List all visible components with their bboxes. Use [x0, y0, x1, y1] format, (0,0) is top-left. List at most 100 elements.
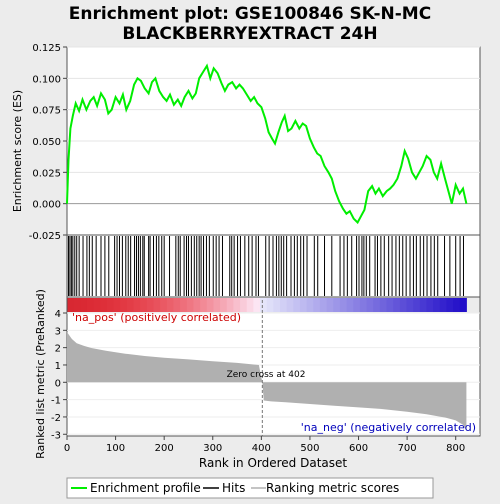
color-bar-segment	[266, 298, 274, 312]
color-bar-segment	[386, 298, 394, 312]
ranking-metric-area	[67, 332, 467, 431]
color-bar-segment	[413, 298, 421, 312]
color-bar-segment	[213, 298, 221, 312]
x-axis-label: Rank in Ordered Dataset	[199, 456, 347, 470]
color-bar-segment	[366, 298, 374, 312]
x-tick-label: 800	[446, 443, 465, 454]
color-bar-segment	[426, 298, 434, 312]
metric-y-tick-label: 2	[55, 344, 61, 355]
es-y-tick-label: 0.075	[32, 106, 61, 117]
color-bar-segment	[180, 298, 188, 312]
color-bar-segment	[319, 298, 328, 312]
es-y-tick-label: 0.050	[32, 137, 61, 148]
color-bar-segment	[186, 298, 194, 312]
color-bar-segment	[280, 298, 288, 312]
metric-y-tick-label: -3	[51, 430, 61, 441]
color-bar-segment	[133, 298, 141, 312]
positive-label: 'na_pos' (positively correlated)	[72, 311, 241, 324]
legend-es-label: Enrichment profile	[90, 481, 201, 495]
color-bar-segment	[299, 298, 308, 312]
color-bar-segment	[220, 298, 228, 312]
color-bar-segment	[399, 298, 407, 312]
es-y-ticks: -0.025 0.000 0.025 0.050 0.075 0.100 0.125	[29, 43, 67, 242]
color-bar-segment	[226, 298, 234, 312]
color-bar-segment	[453, 298, 461, 312]
plot-title-line1: Enrichment plot: GSE100846 SK-N-MC	[69, 4, 431, 24]
color-bar-segment	[233, 298, 241, 312]
color-bar-segment	[246, 298, 254, 312]
x-tick-label: 500	[300, 443, 319, 454]
color-bar-segment	[86, 298, 95, 312]
color-bar-segment	[146, 298, 155, 312]
color-bar-segment	[346, 298, 354, 312]
color-bar-segment	[260, 298, 268, 312]
color-bar-segment	[446, 298, 454, 312]
color-bar-segment	[306, 298, 314, 312]
color-bar-segment	[379, 298, 388, 312]
zero-cross-label: Zero cross at 402	[227, 370, 306, 380]
color-bar-segment	[339, 298, 348, 312]
x-tick-label: 400	[252, 443, 271, 454]
x-tick-label: 600	[349, 443, 368, 454]
color-bar-segment	[353, 298, 361, 312]
color-bar-segment	[100, 298, 108, 312]
color-bar-segment	[393, 298, 401, 312]
color-bar-segment	[106, 298, 115, 312]
legend-box	[66, 477, 434, 499]
color-bar-segment	[273, 298, 281, 312]
color-bar-segment	[193, 298, 201, 312]
metric-y-tick-label: 0	[55, 378, 61, 389]
color-bar-segment	[93, 298, 101, 312]
color-bar-segment	[326, 298, 334, 312]
color-bar-segment	[293, 298, 301, 312]
es-y-tick-label: -0.025	[29, 231, 61, 242]
color-bar-segment	[333, 298, 341, 312]
color-bar-segment	[206, 298, 214, 312]
color-bar-segment	[406, 298, 414, 312]
plot-title-line2: BLACKBERRYEXTRACT 24H	[122, 24, 377, 44]
x-tick-label: 0	[64, 443, 70, 454]
color-bar-segment	[160, 298, 168, 312]
metric-y-tick-label: 3	[55, 326, 61, 337]
x-tick-label: 700	[398, 443, 417, 454]
color-bar-segment	[359, 298, 368, 312]
color-bar-segment	[439, 298, 447, 312]
color-bar-segment	[419, 298, 427, 312]
metric-y-tick-label: -1	[51, 396, 61, 407]
color-bar-segment	[73, 298, 81, 312]
es-y-tick-label: 0.025	[32, 168, 61, 179]
es-y-tick-label: 0.125	[32, 43, 61, 54]
color-bar-segment	[140, 298, 148, 312]
color-bar-segment	[286, 298, 294, 312]
color-bar-segment	[120, 298, 128, 312]
metric-y-tick-label: -2	[51, 413, 61, 424]
color-bar-segment	[126, 298, 135, 312]
metric-y-tick-label: 4	[55, 309, 61, 320]
color-bar-segment	[113, 298, 121, 312]
color-bar-segment	[80, 298, 88, 312]
x-tick-label: 200	[155, 443, 174, 454]
x-tick-label: 100	[106, 443, 125, 454]
color-bar-segment	[240, 298, 248, 312]
legend-metric-label: Ranking metric scores	[266, 481, 399, 495]
color-bar-segment	[373, 298, 381, 312]
es-line	[66, 63, 468, 225]
color-bar-segment	[153, 298, 161, 312]
negative-label: 'na_neg' (negatively correlated)	[301, 421, 476, 434]
color-bar-segment	[313, 298, 321, 312]
color-bar-segment	[253, 298, 261, 312]
es-y-tick-label: 0.000	[32, 200, 61, 211]
color-bar-segment	[200, 298, 208, 312]
color-bar-segment	[67, 298, 75, 312]
color-bar-segment	[459, 298, 467, 312]
metric-y-axis-label: Ranked list metric (PreRanked)	[34, 289, 47, 459]
color-bar-segment	[433, 298, 441, 312]
metric-y-tick-label: 1	[55, 361, 61, 372]
metric-y-ticks: -3 -2 -1 0 1 2 3 4	[51, 309, 67, 441]
legend-hits-label: Hits	[222, 481, 245, 495]
es-y-axis-label: Enrichment score (ES)	[11, 90, 24, 212]
es-y-tick-label: 0.100	[32, 74, 61, 85]
color-bar-segment	[173, 298, 181, 312]
